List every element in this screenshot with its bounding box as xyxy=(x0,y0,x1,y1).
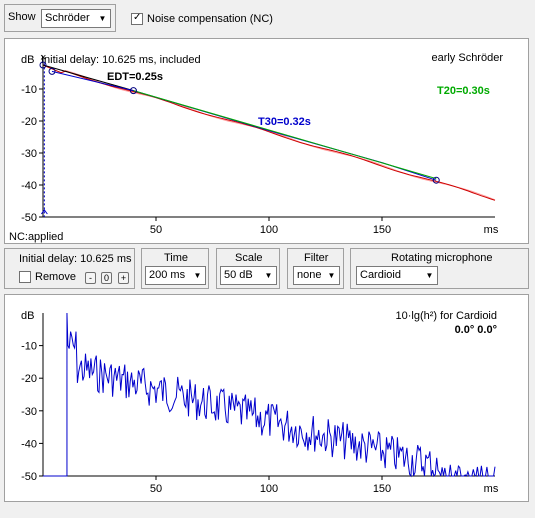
y-tick-label: -40 xyxy=(21,180,37,192)
show-label: Show xyxy=(8,11,36,23)
scale-select-value: 50 dB xyxy=(224,269,253,281)
t20-line xyxy=(133,90,437,180)
rotating-mic-label: Rotating microphone xyxy=(391,252,493,264)
decrement-button[interactable]: - xyxy=(85,272,96,284)
y-tick-label: -40 xyxy=(21,438,37,450)
impulse-response-line xyxy=(43,312,496,478)
y-tick-label: -50 xyxy=(21,471,37,483)
db-label: dB xyxy=(21,54,34,66)
impulse-panel: dB 10·lg(h²) for Cardioid 0.0° 0.0° -10 -… xyxy=(4,294,529,502)
nc-label: Noise compensation (NC) xyxy=(147,13,273,25)
time-select-value: 200 ms xyxy=(149,269,186,281)
y-tick-label: -10 xyxy=(21,84,37,96)
y-tick-label: -30 xyxy=(21,406,37,418)
show-select-value: Schröder xyxy=(45,12,90,24)
chevron-down-icon: ▼ xyxy=(327,271,336,280)
counter-value: 0 xyxy=(101,272,112,284)
show-group: Show Schröder ▼ xyxy=(4,4,116,32)
check-icon: ✓ xyxy=(133,12,142,23)
x-tick-label: 100 xyxy=(260,224,278,236)
nc-checkbox[interactable]: ✓ xyxy=(131,12,143,25)
filter-select[interactable]: none ▼ xyxy=(293,266,340,285)
time-label: Time xyxy=(164,252,189,264)
initial-delay-label: Initial delay: 10.625 ms xyxy=(19,253,132,265)
t20-label: T20=0.30s xyxy=(437,85,490,97)
y-tick-label: -30 xyxy=(21,148,37,160)
regression-marker xyxy=(39,61,47,69)
mic-select-value: Cardioid xyxy=(360,269,401,281)
initial-delay-group: Initial delay: 10.625 ms Remove - 0 + xyxy=(4,248,135,289)
angles-text: 0.0° 0.0° xyxy=(455,324,497,336)
filter-label: Filter xyxy=(304,252,329,264)
filter-group: Filter none ▼ xyxy=(287,248,344,289)
mic-select[interactable]: Cardioid ▼ xyxy=(356,266,438,285)
schroeder-panel: dB Initial delay: 10.625 ms, included ea… xyxy=(4,38,529,244)
scale-group: Scale 50 dB ▼ xyxy=(216,248,280,289)
t30-label: T30=0.32s xyxy=(258,116,311,128)
regression-marker xyxy=(432,176,440,184)
time-group: Time 200 ms ▼ xyxy=(141,248,209,289)
edt-line xyxy=(42,64,134,92)
decay-curve-compensated xyxy=(42,64,496,201)
regression-marker xyxy=(129,87,137,95)
chevron-down-icon: ▼ xyxy=(264,271,273,280)
remove-checkbox[interactable] xyxy=(19,271,31,283)
impulse-chart: dB 10·lg(h²) for Cardioid 0.0° 0.0° -10 -… xyxy=(21,310,499,495)
y-tick-label: -50 xyxy=(21,212,37,224)
db-label: dB xyxy=(21,310,34,322)
filter-select-value: none xyxy=(297,269,322,281)
initial-delay-arrow xyxy=(40,209,48,215)
scale-select[interactable]: 50 dB ▼ xyxy=(220,266,277,285)
nc-applied-text: NC:applied xyxy=(9,231,63,243)
chart-title: 10·lg(h²) for Cardioid xyxy=(396,310,497,322)
chevron-down-icon: ▼ xyxy=(193,271,202,280)
x-tick-label: 50 xyxy=(150,483,162,495)
cross-icon: × xyxy=(40,52,46,64)
x-tick-label: 150 xyxy=(373,483,391,495)
y-tick-label: -20 xyxy=(21,116,37,128)
y-tick-label: -10 xyxy=(21,341,37,353)
time-select[interactable]: 200 ms ▼ xyxy=(145,266,206,285)
y-tick-label: -20 xyxy=(21,373,37,385)
x-tick-label: 150 xyxy=(373,224,391,236)
scale-label: Scale xyxy=(235,252,263,264)
x-tick-label: 50 xyxy=(150,224,162,236)
x-tick-label: 100 xyxy=(260,483,278,495)
chevron-down-icon: ▼ xyxy=(425,271,434,280)
x-unit-label: ms xyxy=(484,224,499,236)
x-unit-label: ms xyxy=(484,483,499,495)
chart-title: early Schröder xyxy=(431,52,503,64)
remove-label: Remove xyxy=(35,271,76,283)
initial-delay-text: Initial delay: 10.625 ms, included xyxy=(41,54,201,66)
rotating-mic-group: Rotating microphone Cardioid ▼ xyxy=(350,248,529,289)
increment-button[interactable]: + xyxy=(118,272,129,284)
schroeder-chart: dB Initial delay: 10.625 ms, included ea… xyxy=(9,52,503,243)
chevron-down-icon: ▼ xyxy=(98,14,107,23)
regression-marker xyxy=(48,67,56,75)
show-select[interactable]: Schröder ▼ xyxy=(41,9,111,28)
edt-label: EDT=0.25s xyxy=(107,71,163,83)
